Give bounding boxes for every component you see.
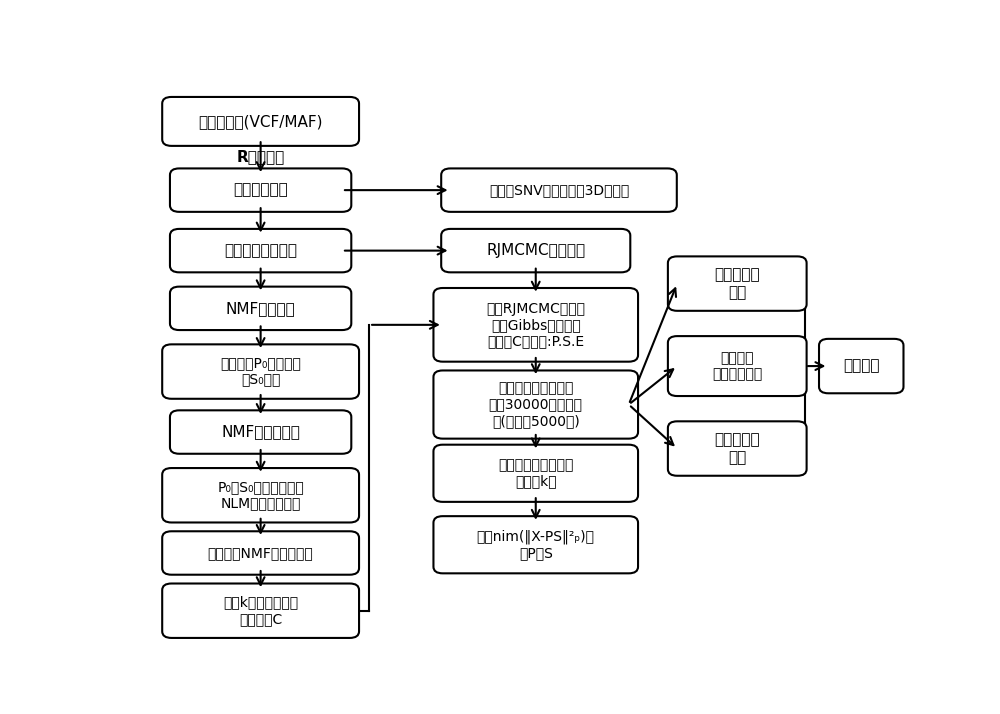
Text: 数据信息矩阵: 数据信息矩阵	[233, 183, 288, 198]
FancyBboxPatch shape	[170, 169, 351, 212]
Text: NMF模型优化值: NMF模型优化值	[221, 425, 300, 440]
Text: 点突变SNV的突变频谱3D可视化: 点突变SNV的突变频谱3D可视化	[489, 183, 629, 197]
FancyBboxPatch shape	[162, 468, 359, 523]
Text: R程序接口: R程序接口	[237, 150, 285, 165]
Text: 利用RJMCMC模型，
采用Gibbs抽样，从
解空间C抽取解:P.S.E: 利用RJMCMC模型， 采用Gibbs抽样，从 解空间C抽取解:P.S.E	[486, 301, 585, 348]
Text: 特征与基因
关联: 特征与基因 关联	[714, 268, 760, 300]
FancyBboxPatch shape	[441, 169, 677, 212]
FancyBboxPatch shape	[819, 339, 903, 393]
FancyBboxPatch shape	[162, 531, 359, 575]
Text: 采用轮廓指数获取最
优化的k类: 采用轮廓指数获取最 优化的k类	[498, 458, 573, 488]
FancyBboxPatch shape	[441, 229, 630, 272]
FancyBboxPatch shape	[433, 288, 638, 362]
Text: 使用生长消亡方法，
得到30000次的解空
间(舍去前5000次): 使用生长消亡方法， 得到30000次的解空 间(舍去前5000次)	[489, 381, 583, 428]
Text: 突变特征频谱提取: 突变特征频谱提取	[224, 243, 297, 258]
FancyBboxPatch shape	[162, 344, 359, 399]
Text: RJMCMC模型建立: RJMCMC模型建立	[486, 243, 585, 258]
FancyBboxPatch shape	[170, 411, 351, 454]
FancyBboxPatch shape	[162, 583, 359, 638]
Text: P₀与S₀拉直处理，用
NLM方法求最优解: P₀与S₀拉直处理，用 NLM方法求最优解	[217, 481, 304, 511]
Text: 风险评估: 风险评估	[843, 358, 880, 373]
Text: 继续使用NMF模型优化解: 继续使用NMF模型优化解	[208, 546, 314, 560]
Text: 数据集获取(VCF/MAF): 数据集获取(VCF/MAF)	[198, 114, 323, 129]
Text: 不同k值重复多次获
取解空间C: 不同k值重复多次获 取解空间C	[223, 595, 298, 625]
Text: NMF模型建立: NMF模型建立	[226, 301, 296, 316]
Text: 特征聚类
得出亚型分解: 特征聚类 得出亚型分解	[712, 351, 762, 381]
Text: 基于nim(‖X-PS‖²ₚ)得
到P与S: 基于nim(‖X-PS‖²ₚ)得 到P与S	[477, 529, 595, 560]
Text: 特征与预后
关联: 特征与预后 关联	[714, 433, 760, 465]
FancyBboxPatch shape	[668, 336, 807, 396]
FancyBboxPatch shape	[668, 421, 807, 476]
FancyBboxPatch shape	[433, 516, 638, 573]
FancyBboxPatch shape	[170, 229, 351, 272]
FancyBboxPatch shape	[433, 371, 638, 438]
FancyBboxPatch shape	[162, 97, 359, 146]
FancyBboxPatch shape	[668, 256, 807, 311]
FancyBboxPatch shape	[433, 445, 638, 502]
FancyBboxPatch shape	[170, 286, 351, 330]
Text: 基本矩阵P₀与权重矩
阵S₀赋值: 基本矩阵P₀与权重矩 阵S₀赋值	[220, 356, 301, 387]
